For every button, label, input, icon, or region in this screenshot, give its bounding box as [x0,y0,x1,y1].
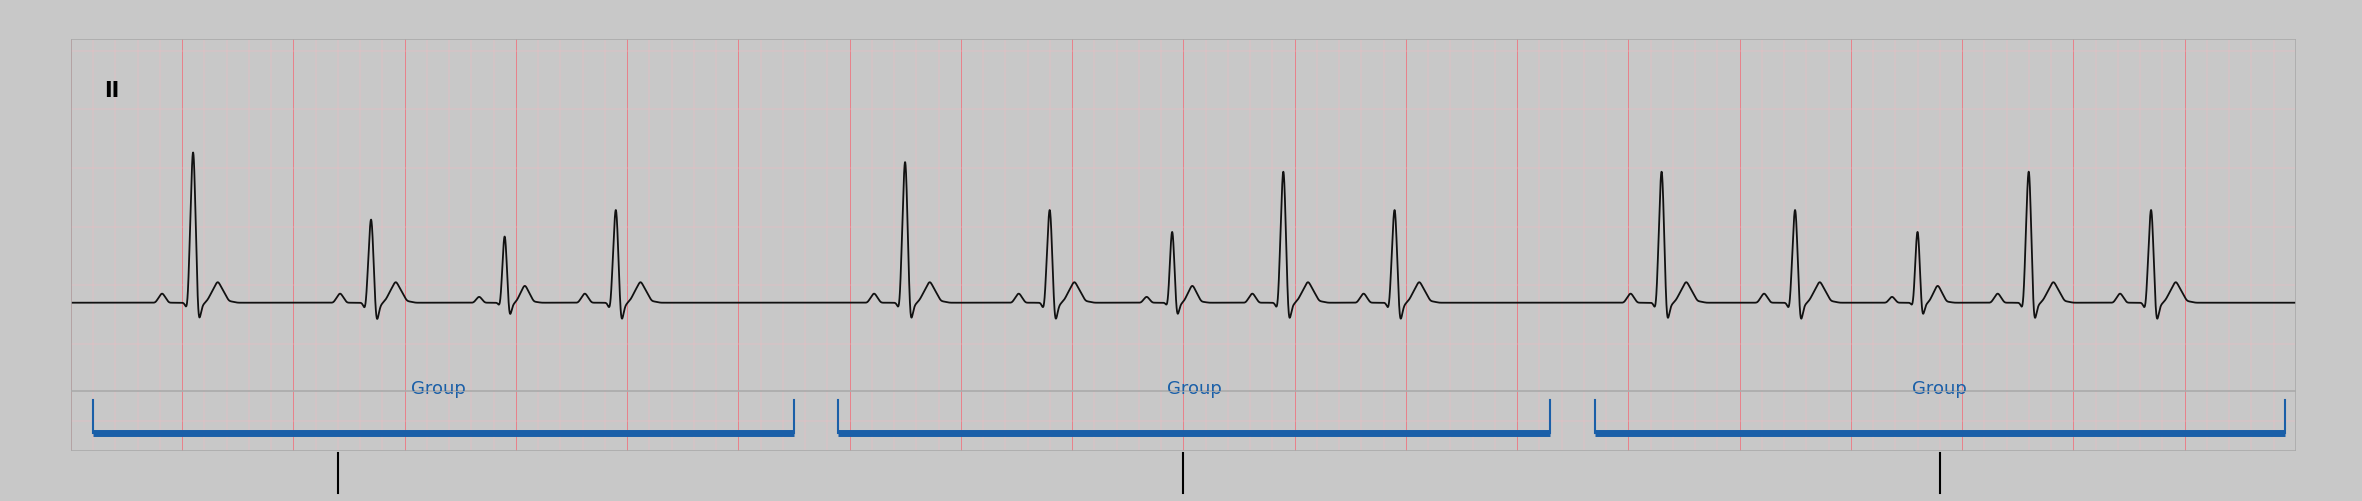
Text: II: II [104,81,120,101]
Text: Group: Group [1913,379,1968,397]
Text: Group: Group [411,379,465,397]
Text: Group: Group [1167,379,1221,397]
